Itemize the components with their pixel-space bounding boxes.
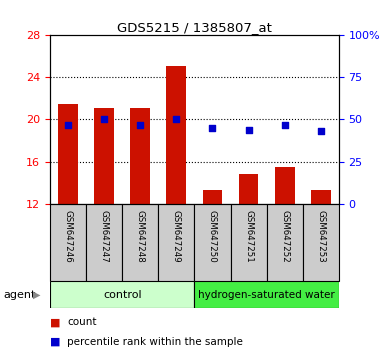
Point (209, 125, 216, 131)
Text: agent: agent (4, 290, 36, 300)
Text: GSM647249: GSM647249 (172, 210, 181, 262)
Bar (194, 281, 339, 308)
Point (101, 117, 107, 122)
Bar (203, 190, 223, 204)
Point (137, 122, 143, 127)
FancyBboxPatch shape (50, 204, 86, 281)
Bar (131, 108, 150, 204)
Text: control: control (103, 290, 142, 300)
Text: GSM647248: GSM647248 (136, 210, 145, 263)
Bar (94, 108, 114, 204)
Bar (58, 104, 78, 204)
FancyBboxPatch shape (194, 204, 231, 281)
Text: count: count (67, 318, 97, 327)
FancyBboxPatch shape (266, 204, 303, 281)
Text: ■: ■ (50, 337, 60, 347)
Title: GDS5215 / 1385807_at: GDS5215 / 1385807_at (117, 21, 272, 34)
Point (318, 129, 324, 134)
Bar (166, 66, 186, 204)
Point (65, 122, 71, 127)
Text: percentile rank within the sample: percentile rank within the sample (67, 337, 243, 347)
Bar (239, 174, 258, 204)
FancyBboxPatch shape (231, 204, 266, 281)
Text: GSM647252: GSM647252 (280, 210, 289, 263)
Text: hydrogen-saturated water: hydrogen-saturated water (198, 290, 335, 300)
FancyBboxPatch shape (158, 204, 194, 281)
Point (173, 117, 179, 122)
Point (281, 122, 288, 127)
FancyBboxPatch shape (303, 204, 339, 281)
Text: GSM647246: GSM647246 (64, 210, 73, 263)
Bar (50, 281, 194, 308)
Bar (311, 190, 331, 204)
Text: GSM647251: GSM647251 (244, 210, 253, 263)
Text: ■: ■ (50, 318, 60, 327)
Text: GSM647250: GSM647250 (208, 210, 217, 263)
FancyBboxPatch shape (86, 204, 122, 281)
Bar (275, 167, 295, 204)
Text: GSM647253: GSM647253 (316, 210, 325, 263)
Text: GSM647247: GSM647247 (100, 210, 109, 263)
Text: ▶: ▶ (33, 290, 40, 300)
Point (246, 127, 252, 132)
FancyBboxPatch shape (122, 204, 158, 281)
